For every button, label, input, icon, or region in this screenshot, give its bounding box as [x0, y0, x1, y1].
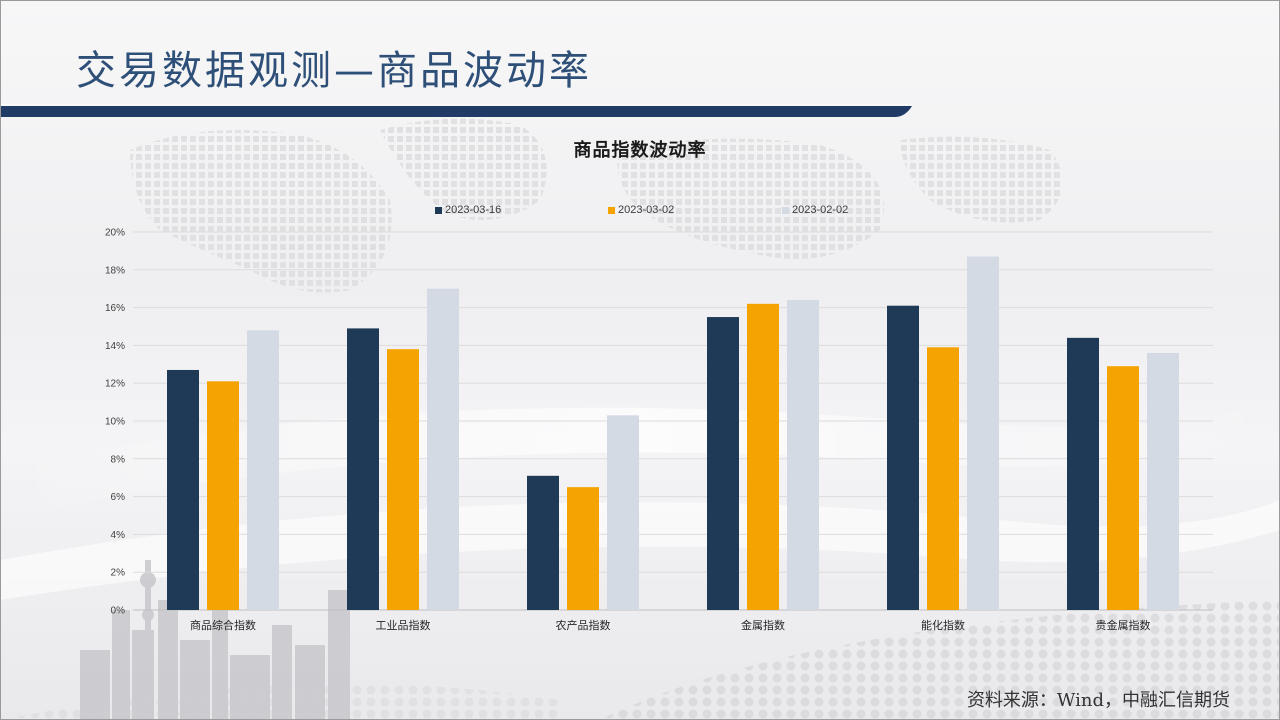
legend-item-series-3: 2023-02-02: [782, 204, 848, 216]
y-axis-labels: 0% 2% 4% 6% 8% 10% 12% 14% 16% 18% 20%: [105, 228, 125, 617]
bar-2: [927, 347, 959, 610]
y-tick-label: 18%: [105, 265, 125, 276]
chart-title: 商品指数波动率: [573, 140, 707, 161]
bar-2: [567, 487, 599, 610]
world-map-dots: [130, 118, 1063, 293]
page-title: 交易数据观测—商品波动率: [76, 48, 592, 94]
bar-1: [167, 369, 199, 610]
bar-3: [247, 330, 279, 610]
bar-3: [787, 300, 819, 610]
x-tick-label: 农产品指数: [556, 618, 611, 632]
legend-swatch-series-1: [435, 206, 442, 214]
legend-swatch-series-3: [782, 206, 789, 214]
x-tick-label: 能化指数: [921, 618, 965, 632]
chart-legend: 2023-03-16 2023-03-02 2023-02-02: [0, 204, 1280, 220]
legend-label-series-2: 2023-03-02: [618, 204, 675, 216]
bar-1: [1067, 337, 1099, 610]
bars: [167, 256, 1179, 610]
x-axis-labels: 商品综合指数 工业品指数 农产品指数 金属指数 能化指数 贵金属指数: [190, 618, 1151, 632]
legend-swatch-series-2: [608, 206, 615, 214]
header: 交易数据观测—商品波动率: [0, 0, 1280, 120]
y-tick-label: 6%: [111, 492, 126, 503]
bar-2: [207, 381, 239, 610]
y-gridlines: [133, 231, 1213, 611]
x-tick-label: 商品综合指数: [190, 618, 256, 632]
bar-2: [1107, 366, 1139, 610]
y-tick-label: 10%: [105, 417, 125, 428]
y-tick-label: 8%: [111, 454, 126, 465]
legend-item-series-1: 2023-03-16: [435, 204, 501, 216]
bar-3: [967, 256, 999, 610]
bar-2: [747, 303, 779, 610]
bar-2: [387, 349, 419, 610]
bar-1: [707, 317, 739, 610]
legend-label-series-1: 2023-03-16: [445, 204, 502, 216]
bar-3: [607, 415, 639, 610]
bar-3: [427, 288, 459, 610]
x-tick-label: 金属指数: [741, 618, 785, 632]
source-note: 资料来源：Wind，中融汇信期货: [966, 690, 1230, 711]
bar-1: [347, 328, 379, 610]
bar-3: [1147, 352, 1179, 610]
y-tick-label: 12%: [105, 379, 125, 390]
y-tick-label: 16%: [105, 303, 125, 314]
x-tick-label: 工业品指数: [376, 618, 431, 632]
legend-item-series-2: 2023-03-02: [608, 204, 674, 216]
y-tick-label: 2%: [111, 568, 126, 579]
y-tick-label: 0%: [111, 606, 126, 617]
bar-1: [887, 305, 919, 610]
y-tick-label: 14%: [105, 341, 125, 352]
title-underline: [0, 104, 912, 117]
y-tick-label: 20%: [105, 228, 125, 239]
legend-label-series-3: 2023-02-02: [792, 204, 849, 216]
y-tick-label: 4%: [111, 530, 126, 541]
x-tick-label: 贵金属指数: [1096, 618, 1151, 632]
bar-1: [527, 475, 559, 610]
